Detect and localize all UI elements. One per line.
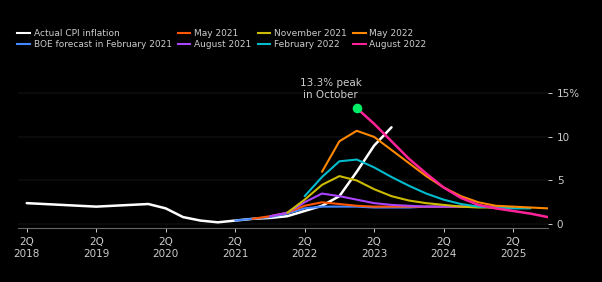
Point bbox=[352, 106, 362, 110]
Text: 13.3% peak
in October: 13.3% peak in October bbox=[300, 78, 362, 100]
Legend: Actual CPI inflation, BOE forecast in February 2021, May 2021, August 2021, Nove: Actual CPI inflation, BOE forecast in Fe… bbox=[17, 29, 426, 49]
